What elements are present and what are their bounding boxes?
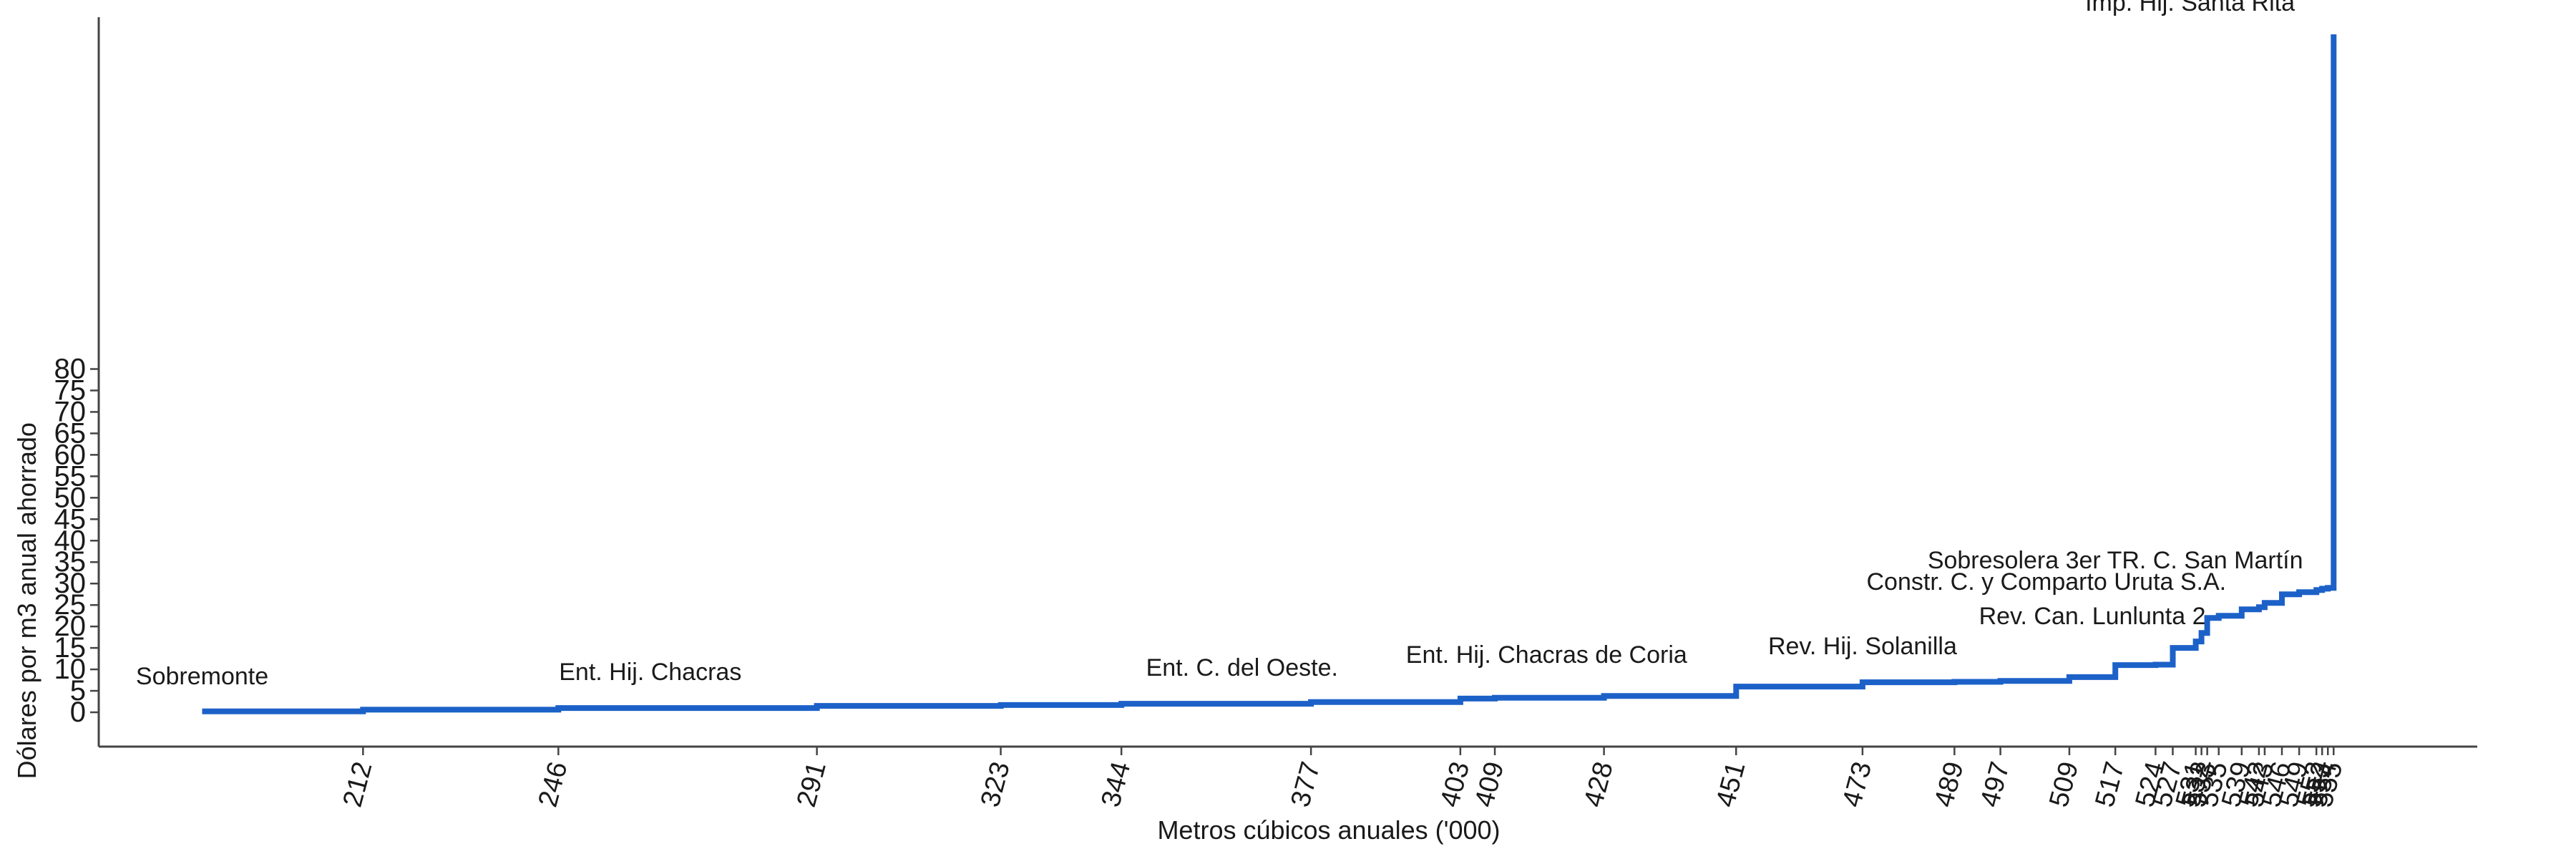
- y-tick-label: 40: [54, 525, 87, 556]
- x-tick-label: 473: [1837, 759, 1878, 810]
- annotation-label: Sobresolera 3er TR. C. San Martín: [1928, 547, 2303, 574]
- series-layer: [202, 34, 2337, 714]
- y-tick-label: 35: [54, 546, 87, 578]
- annotation-label: Constr. C. y Comparto Uruta S.A.: [1867, 568, 2227, 596]
- y-tick-label: 30: [54, 568, 87, 599]
- y-tick-label: 75: [54, 374, 87, 406]
- y-tick-label: 80: [54, 354, 87, 385]
- y-tick-label: 10: [54, 654, 87, 685]
- annotation-label: Ent. Hij. Chacras: [559, 659, 741, 686]
- y-tick-label: 70: [54, 396, 87, 427]
- y-tick-label: 45: [54, 503, 87, 535]
- annotation-label: Imp. Hij. Santa Rita: [2085, 0, 2295, 16]
- annotation-label: Rev. Can. Lunlunta 2: [1979, 603, 2206, 630]
- annotations: Sobremonte Ent. Hij. Chacras Ent. C. del O…: [136, 0, 2303, 690]
- x-tick-label: 509: [2044, 759, 2084, 810]
- series-line: [202, 34, 2337, 714]
- x-tick-label: 212: [338, 759, 379, 810]
- x-tick-label: 428: [1579, 759, 1619, 810]
- x-tick-label: 497: [1975, 759, 2016, 810]
- y-tick-label: 25: [54, 589, 87, 621]
- annotation-label: Ent. C. del Oeste.: [1146, 654, 1338, 681]
- y-tick-label: 50: [54, 482, 87, 513]
- x-tick-label: 344: [1096, 759, 1136, 810]
- x-axis-title: Metros cúbicos anuales ('000): [1157, 815, 1500, 845]
- x-tick-label: 451: [1711, 759, 1752, 810]
- y-axis-title: Dólares por m3 anual ahorrado: [12, 422, 42, 779]
- y-tick-label: 0: [70, 697, 86, 728]
- x-tick-label: 489: [1929, 759, 1970, 810]
- x-tick-label: 517: [2089, 759, 2130, 810]
- y-tick-label: 60: [54, 439, 87, 470]
- y-tick-label: 65: [54, 417, 87, 449]
- y-tick-label: 55: [54, 460, 87, 492]
- annotation-label: Rev. Hij. Solanilla: [1768, 633, 1957, 660]
- x-tick-label: 323: [975, 759, 1016, 810]
- x-tick-label: 246: [533, 759, 574, 810]
- annotation-label: Sobremonte: [136, 663, 268, 690]
- annotation-label: Ent. Hij. Chacras de Coria: [1406, 641, 1687, 669]
- y-tick-label: 20: [54, 611, 87, 642]
- x-tick-label: 377: [1285, 759, 1326, 810]
- y-tick-label: 15: [54, 632, 87, 664]
- y-tick-label: 5: [70, 675, 86, 707]
- x-tick-label: 291: [791, 759, 832, 810]
- axes: [97, 17, 2477, 748]
